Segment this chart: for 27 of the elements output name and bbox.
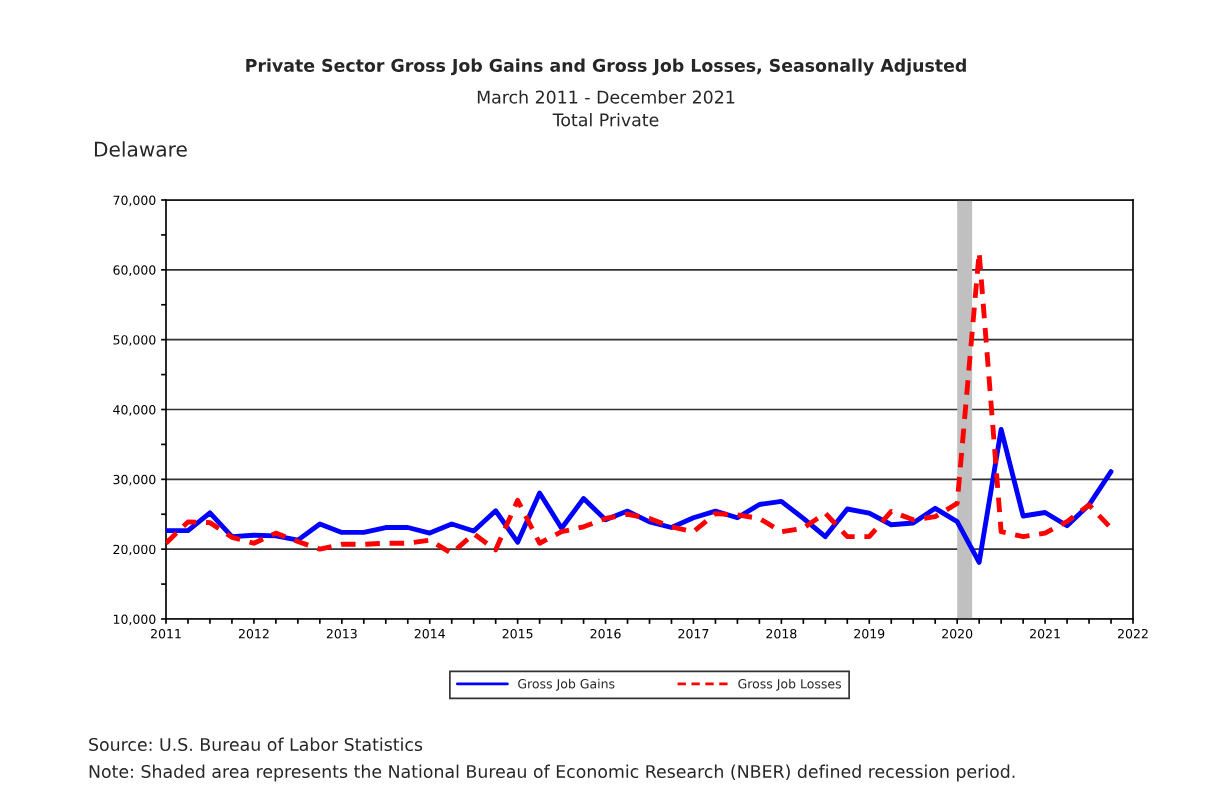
y-tick-label: 20,000 [113,544,156,556]
source-note: Source: U.S. Bureau of Labor Statistics [89,737,423,752]
y-tick-label: 50,000 [113,335,156,346]
text: Delaware [94,141,187,157]
x-tick-label: 2021 [1030,628,1060,639]
chart-subtitle: March 2011 - December 2021 Total Private [477,90,735,127]
x-tick-label: 2013 [326,628,357,639]
y-tick-label: 70,000 [113,195,156,207]
x-tick-label: 2015 [502,628,533,639]
line-series [166,426,1114,565]
x-tick-label: 2022 [1118,628,1148,639]
y-tick-label: 10,000 [113,614,156,626]
x-tick-label: 2018 [766,628,797,639]
x-tick-label: 2019 [854,628,885,639]
chart-title: Private Sector Gross Job Gains and Gross Job Losses, Seasonally Adjusted [246,58,966,76]
x-tick-label: 2012 [238,628,269,639]
y-tick-label: 60,000 [113,265,156,277]
y-tick-label: 40,000 [113,404,156,416]
legend-label: Gross Job Gains [518,678,615,691]
x-tick-label: 2017 [678,628,709,639]
x-tick-label: 2011 [151,628,181,639]
x-tick-label: 2020 [942,628,973,639]
legend-label: Gross Job Losses [738,678,842,691]
text: Note: Shaded area represents the National Bureau of Economic Research (NBER) defined recession period. [89,764,1015,782]
x-tick-label: 2014 [414,628,445,639]
y-tick-label: 30,000 [113,474,156,486]
x-tick-label: 2016 [590,628,621,639]
